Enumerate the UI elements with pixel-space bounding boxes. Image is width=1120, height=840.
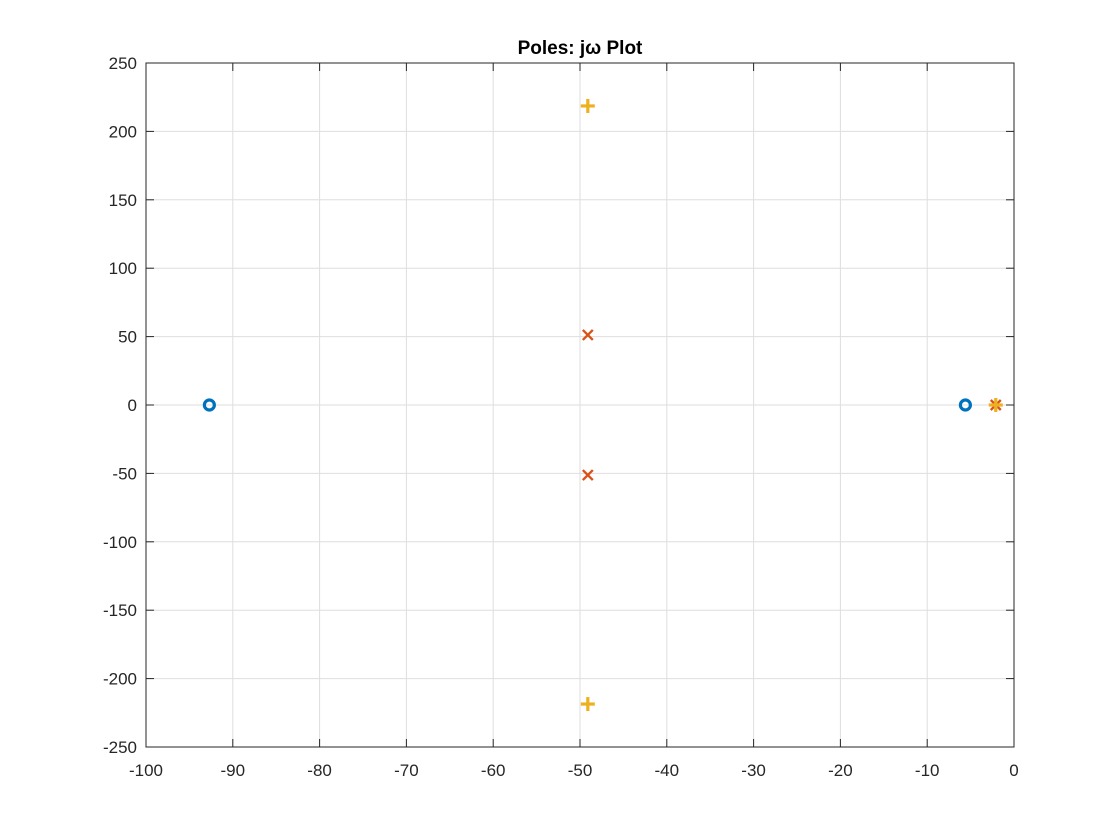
x-tick-label: -100 bbox=[129, 761, 163, 780]
x-tick-label: -50 bbox=[568, 761, 593, 780]
pole-x-stroke bbox=[581, 329, 594, 341]
y-tick-label: -100 bbox=[103, 533, 137, 552]
data-markers bbox=[202, 98, 1003, 712]
x-tick-label: -90 bbox=[221, 761, 246, 780]
y-tick-label: 100 bbox=[109, 259, 137, 278]
x-tick-label: -60 bbox=[481, 761, 506, 780]
y-tick-label: 50 bbox=[118, 328, 137, 347]
zero-circle-marker bbox=[958, 398, 972, 412]
pole-plus-marker bbox=[580, 697, 595, 712]
y-tick-label: 0 bbox=[128, 396, 137, 415]
grid bbox=[145, 62, 1015, 748]
x-tick-label: -40 bbox=[655, 761, 680, 780]
x-tick-label: -10 bbox=[915, 761, 940, 780]
axes: -100 -90 -80 -70 -60 -50 -40 -30 -20 -10 0-250-200… bbox=[103, 54, 1019, 780]
pole-x-marker bbox=[581, 469, 594, 481]
x-tick-label: 0 bbox=[1009, 761, 1018, 780]
y-tick-label: -250 bbox=[103, 738, 137, 757]
y-tick-label: 200 bbox=[109, 122, 137, 141]
x-tick-label: -70 bbox=[394, 761, 419, 780]
chart-title: Poles: jω Plot bbox=[518, 38, 643, 59]
y-tick-label: -50 bbox=[112, 464, 137, 483]
x-tick-label: -20 bbox=[828, 761, 853, 780]
y-tick-label: -200 bbox=[103, 670, 137, 689]
y-tick-label: 250 bbox=[109, 54, 137, 73]
pole-plus-marker bbox=[988, 398, 1003, 412]
x-tick-label: -30 bbox=[741, 761, 766, 780]
pole-x-marker bbox=[581, 329, 594, 341]
y-tick-label: -150 bbox=[103, 601, 137, 620]
y-tick-label: 150 bbox=[109, 191, 137, 210]
pole-plus-marker bbox=[580, 98, 595, 113]
x-tick-label: -80 bbox=[307, 761, 332, 780]
zero-circle-marker bbox=[202, 398, 216, 412]
pole-x-stroke bbox=[581, 469, 594, 481]
